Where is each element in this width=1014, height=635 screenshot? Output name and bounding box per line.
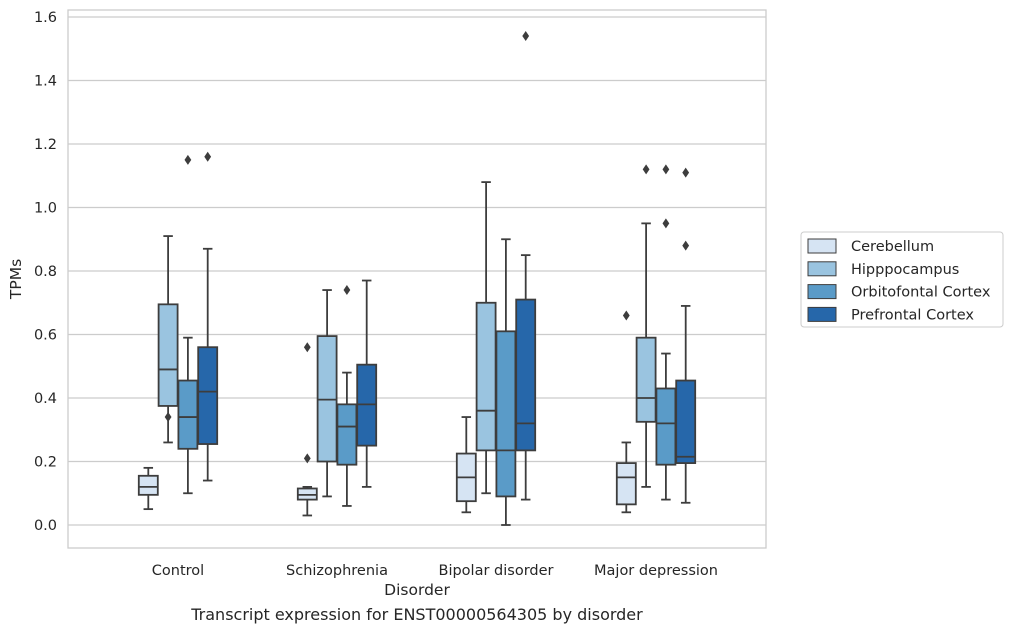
- x-tick-labels: Control Schizophrenia Bipolar disorder Majo…: [152, 563, 718, 579]
- outlier-point: [303, 453, 311, 464]
- box-cerebellum-1: [296, 342, 318, 517]
- legend-swatch: [807, 306, 837, 322]
- outlier-point: [662, 164, 670, 175]
- outlier-point: [164, 412, 172, 423]
- box-hipppocampus-2: [475, 181, 497, 495]
- outlier-point: [622, 310, 630, 321]
- box-orbitofontal-cortex-2: [495, 238, 517, 526]
- box-iqr: [675, 379, 697, 464]
- box-iqr: [157, 303, 179, 407]
- outlier-point: [682, 240, 690, 251]
- box-hipppocampus-3: [635, 164, 657, 488]
- box-iqr: [137, 474, 159, 496]
- legend-swatch: [807, 261, 837, 277]
- box-orbitofontal-cortex-1: [336, 285, 358, 507]
- legend-swatch: [807, 238, 837, 254]
- box-prefrontal-cortex-1: [356, 279, 378, 488]
- x-tick-label: Major depression: [594, 563, 718, 579]
- outlier-point: [204, 151, 212, 162]
- box-iqr: [177, 379, 199, 450]
- y-tick-label: 0.6: [34, 328, 57, 344]
- y-tick-label: 1.2: [34, 137, 57, 153]
- legend-label: Hipppocampus: [851, 262, 959, 278]
- x-tick-label: Bipolar disorder: [439, 563, 554, 579]
- box-layer: [137, 31, 697, 526]
- box-orbitofontal-cortex-3: [655, 164, 677, 501]
- box-iqr: [475, 301, 497, 452]
- legend-frame: [800, 231, 1004, 328]
- outlier-point: [682, 167, 690, 178]
- box-iqr: [655, 387, 677, 466]
- outlier-point: [642, 164, 650, 175]
- box-prefrontal-cortex-3: [675, 167, 697, 504]
- box-cerebellum-0: [137, 466, 159, 511]
- box-iqr: [515, 298, 537, 452]
- y-axis-label: TPMs: [7, 259, 25, 300]
- plot-frame: [67, 9, 767, 549]
- x-tick-label: Schizophrenia: [286, 563, 388, 579]
- y-tick-label: 1.4: [34, 74, 57, 90]
- box-hipppocampus-1: [316, 289, 338, 498]
- legend-label: Prefrontal Cortex: [851, 307, 974, 323]
- y-tick-label: 1.0: [34, 201, 57, 217]
- box-prefrontal-cortex-0: [197, 151, 219, 482]
- outlier-point: [303, 342, 311, 353]
- y-tick-label: 0.8: [34, 264, 57, 280]
- box-iqr: [615, 462, 637, 506]
- x-axis-label: Disorder: [384, 581, 450, 599]
- legend: Cerebellum Hipppocampus Orbitofontal Corte…: [800, 231, 1004, 328]
- legend-swatch: [807, 284, 837, 300]
- y-tick-labels: 0.0 0.2 0.4 0.6 0.8 1.0 1.2 1.4 1.6: [34, 10, 57, 534]
- box-iqr: [336, 403, 358, 466]
- x-tick-label: Control: [152, 563, 204, 579]
- y-tick-label: 1.6: [34, 10, 57, 26]
- outlier-point: [662, 218, 670, 229]
- box-orbitofontal-cortex-0: [177, 154, 199, 495]
- y-tick-label: 0.4: [34, 391, 57, 407]
- legend-label: Orbitofontal Cortex: [851, 285, 991, 301]
- box-cerebellum-2: [455, 416, 477, 514]
- y-tick-label: 0.2: [34, 455, 57, 471]
- outlier-point: [522, 31, 530, 42]
- box-prefrontal-cortex-2: [515, 31, 537, 501]
- y-tick-label: 0.0: [34, 518, 57, 534]
- box-iqr: [635, 336, 657, 423]
- outlier-point: [343, 285, 351, 296]
- box-iqr: [495, 330, 517, 498]
- box-hipppocampus-0: [157, 235, 179, 444]
- figure-caption: Transcript expression for ENST0000056430…: [191, 605, 643, 624]
- box-cerebellum-3: [615, 310, 637, 514]
- legend-label: Cerebellum: [851, 239, 934, 255]
- outlier-point: [184, 154, 192, 165]
- box-iqr: [197, 346, 219, 445]
